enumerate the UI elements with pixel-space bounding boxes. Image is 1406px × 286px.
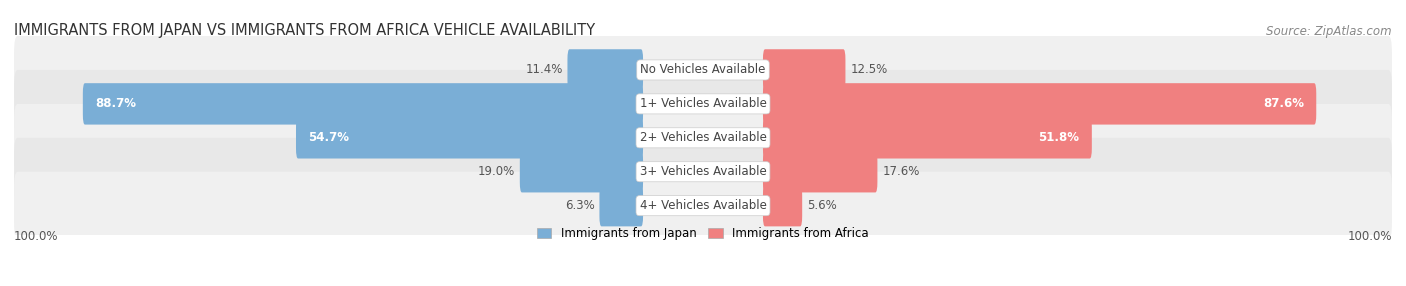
FancyBboxPatch shape xyxy=(14,70,1392,138)
FancyBboxPatch shape xyxy=(14,138,1392,206)
Text: 88.7%: 88.7% xyxy=(96,97,136,110)
FancyBboxPatch shape xyxy=(599,185,643,227)
Text: 19.0%: 19.0% xyxy=(478,165,515,178)
Text: 100.0%: 100.0% xyxy=(1347,230,1392,243)
FancyBboxPatch shape xyxy=(763,185,803,227)
Text: IMMIGRANTS FROM JAPAN VS IMMIGRANTS FROM AFRICA VEHICLE AVAILABILITY: IMMIGRANTS FROM JAPAN VS IMMIGRANTS FROM… xyxy=(14,23,595,38)
FancyBboxPatch shape xyxy=(14,104,1392,172)
Text: 3+ Vehicles Available: 3+ Vehicles Available xyxy=(640,165,766,178)
FancyBboxPatch shape xyxy=(763,117,1092,158)
Text: Source: ZipAtlas.com: Source: ZipAtlas.com xyxy=(1267,25,1392,38)
Text: 1+ Vehicles Available: 1+ Vehicles Available xyxy=(640,97,766,110)
Text: 87.6%: 87.6% xyxy=(1263,97,1303,110)
Text: 11.4%: 11.4% xyxy=(526,63,562,76)
FancyBboxPatch shape xyxy=(763,151,877,192)
Text: 54.7%: 54.7% xyxy=(308,131,350,144)
Text: 12.5%: 12.5% xyxy=(851,63,887,76)
FancyBboxPatch shape xyxy=(763,49,845,91)
Text: 6.3%: 6.3% xyxy=(565,199,595,212)
FancyBboxPatch shape xyxy=(520,151,643,192)
Text: 4+ Vehicles Available: 4+ Vehicles Available xyxy=(640,199,766,212)
Text: No Vehicles Available: No Vehicles Available xyxy=(640,63,766,76)
FancyBboxPatch shape xyxy=(568,49,643,91)
Text: 51.8%: 51.8% xyxy=(1039,131,1080,144)
FancyBboxPatch shape xyxy=(763,83,1316,125)
Text: 2+ Vehicles Available: 2+ Vehicles Available xyxy=(640,131,766,144)
Text: 17.6%: 17.6% xyxy=(882,165,920,178)
Legend: Immigrants from Japan, Immigrants from Africa: Immigrants from Japan, Immigrants from A… xyxy=(533,222,873,245)
FancyBboxPatch shape xyxy=(14,172,1392,240)
FancyBboxPatch shape xyxy=(83,83,643,125)
Text: 100.0%: 100.0% xyxy=(14,230,59,243)
FancyBboxPatch shape xyxy=(297,117,643,158)
FancyBboxPatch shape xyxy=(14,36,1392,104)
Text: 5.6%: 5.6% xyxy=(807,199,837,212)
